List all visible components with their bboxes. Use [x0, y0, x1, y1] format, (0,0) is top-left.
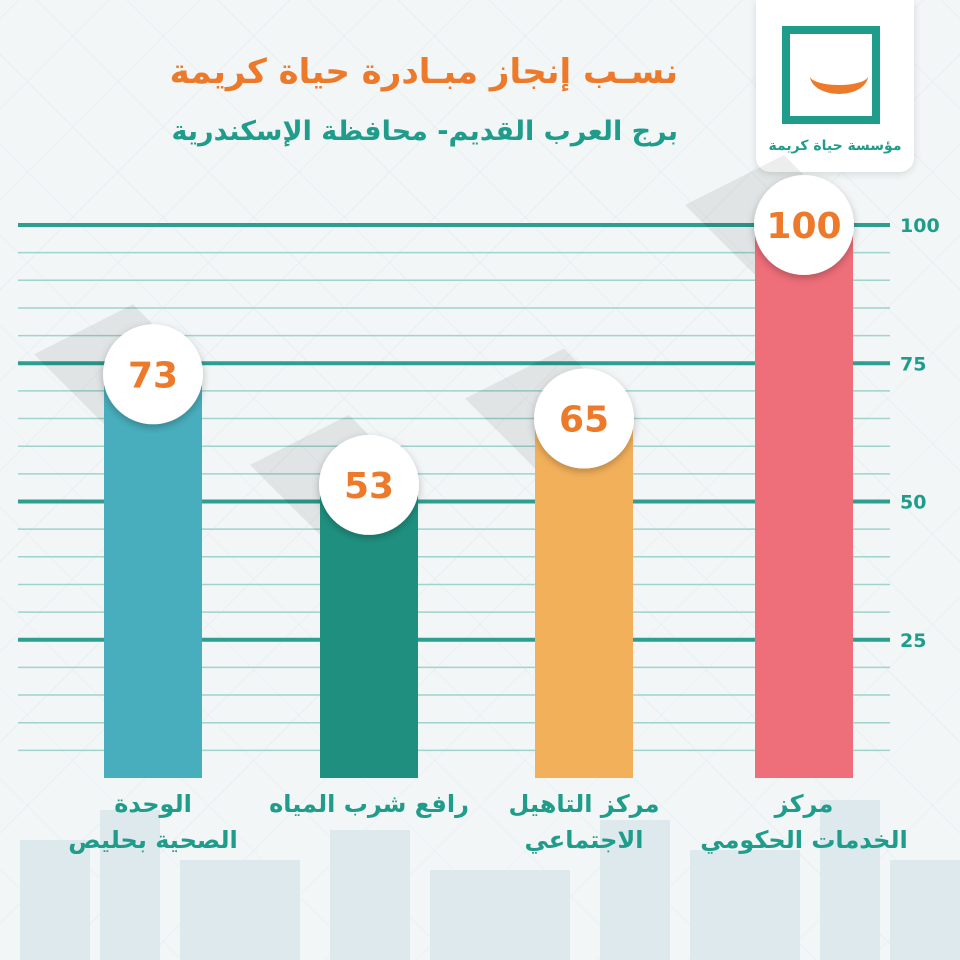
- category-label: الاجتماعي: [525, 826, 644, 854]
- logo-frame-icon: [782, 26, 880, 124]
- category-label: مركز التاهيل: [509, 790, 660, 818]
- background-city-silhouette: [20, 800, 960, 960]
- logo-text: مؤسسة حياة كريمة: [768, 138, 902, 154]
- value-badge: [534, 368, 634, 469]
- chart-subtitle: برج العرب القديم- محافظة الإسكندرية: [171, 116, 678, 147]
- bar: [755, 225, 853, 778]
- value-badge: [754, 175, 854, 275]
- category-label: الوحدة: [114, 790, 192, 818]
- data-label: 100: [766, 206, 841, 247]
- category-label: مركز: [774, 790, 834, 818]
- data-label: 53: [344, 466, 394, 507]
- hayah-karima-logo: مؤسسة حياة كريمة: [756, 0, 914, 172]
- value-badge: [103, 324, 203, 425]
- y-tick-label: 25: [900, 630, 926, 652]
- bar: [104, 374, 202, 778]
- y-tick-label: 75: [900, 353, 926, 375]
- value-badge: [319, 434, 419, 535]
- y-tick-label: 100: [900, 215, 940, 237]
- chart-title: نسـب إنجاز مبـادرة حياة كريمة: [169, 52, 678, 92]
- category-label: الخدمات الحكومي: [700, 826, 907, 854]
- category-label: رافع شرب المياه: [269, 790, 469, 818]
- bar: [535, 418, 633, 778]
- data-label: 65: [559, 400, 609, 441]
- category-label: الصحية بحليص: [68, 826, 238, 854]
- data-label: 73: [128, 355, 178, 396]
- logo-smile-icon: [810, 58, 868, 94]
- y-tick-label: 50: [900, 492, 926, 514]
